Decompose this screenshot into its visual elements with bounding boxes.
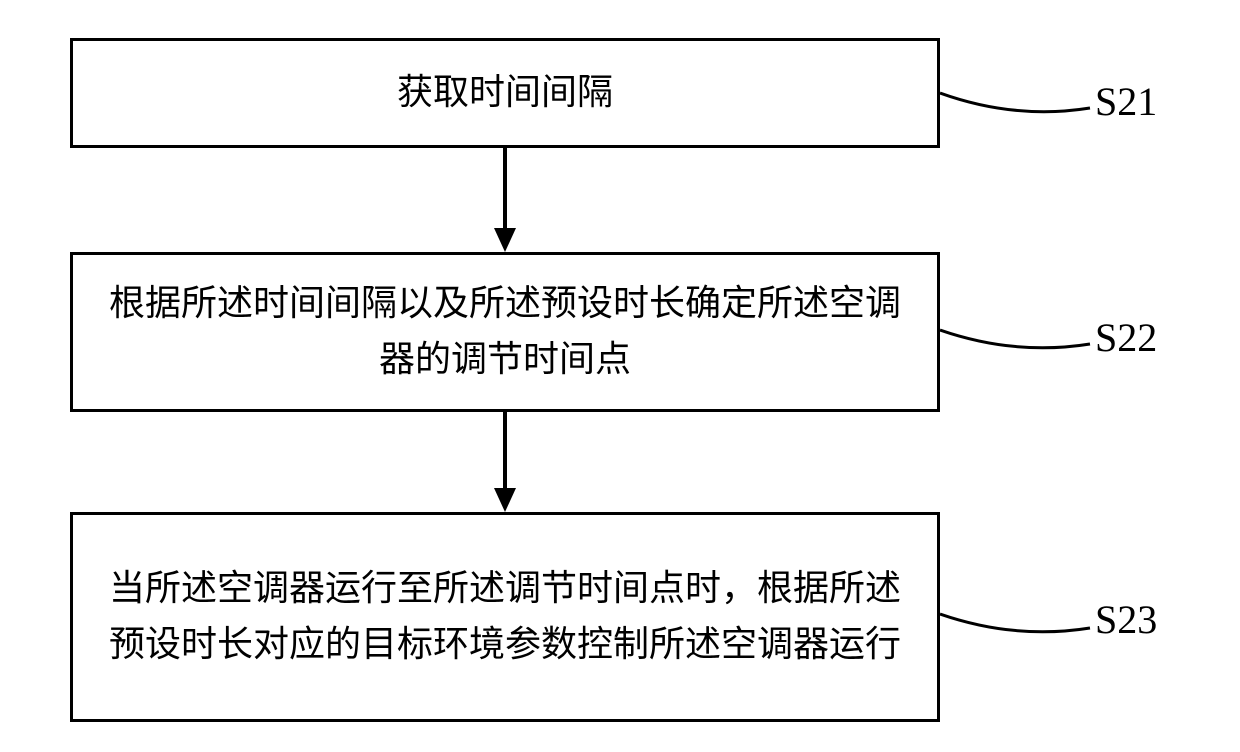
flow-node-s22: 根据所述时间间隔以及所述预设时长确定所述空调器的调节时间点	[70, 252, 940, 412]
arrow-s21-s22-line	[503, 148, 507, 230]
flow-node-s23-text: 当所述空调器运行至所述调节时间点时，根据所述预设时长对应的目标环境参数控制所述空…	[73, 561, 937, 673]
arrow-s22-s23-line	[503, 412, 507, 490]
flowchart-canvas: 获取时间间隔 S21 根据所述时间间隔以及所述预设时长确定所述空调器的调节时间点…	[0, 0, 1240, 752]
connector-s23	[940, 598, 1100, 638]
flow-node-s21: 获取时间间隔	[70, 38, 940, 148]
flow-node-s23: 当所述空调器运行至所述调节时间点时，根据所述预设时长对应的目标环境参数控制所述空…	[70, 512, 940, 722]
flow-node-s21-text: 获取时间间隔	[377, 65, 633, 121]
step-label-s22: S22	[1095, 314, 1157, 361]
step-label-s23: S23	[1095, 596, 1157, 643]
arrow-s21-s22-head	[494, 228, 516, 252]
connector-s22	[940, 314, 1100, 354]
step-label-s21: S21	[1095, 78, 1157, 125]
arrow-s22-s23-head	[494, 488, 516, 512]
connector-s21	[940, 78, 1100, 118]
flow-node-s22-text: 根据所述时间间隔以及所述预设时长确定所述空调器的调节时间点	[73, 276, 937, 388]
